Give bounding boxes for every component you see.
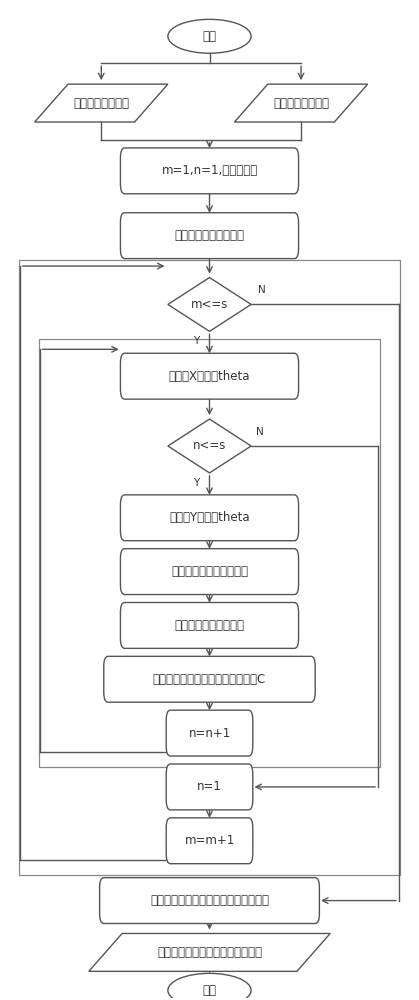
- Polygon shape: [168, 419, 251, 473]
- Text: Y: Y: [193, 478, 199, 488]
- Text: 结束: 结束: [202, 984, 217, 997]
- FancyBboxPatch shape: [166, 710, 253, 756]
- Text: 计算最大相似性测度值对应的相机姿态: 计算最大相似性测度值对应的相机姿态: [150, 894, 269, 907]
- Polygon shape: [35, 84, 168, 122]
- Text: n<=s: n<=s: [193, 439, 226, 452]
- FancyBboxPatch shape: [120, 213, 299, 259]
- Text: 牙齿三角网格模型: 牙齿三角网格模型: [73, 97, 129, 110]
- Text: 单张口内彩色照片: 单张口内彩色照片: [273, 97, 329, 110]
- Ellipse shape: [168, 19, 251, 53]
- Ellipse shape: [168, 973, 251, 1000]
- Text: Y: Y: [193, 336, 199, 346]
- Text: 查找口内照上的特征点: 查找口内照上的特征点: [174, 229, 245, 242]
- Polygon shape: [235, 84, 367, 122]
- FancyBboxPatch shape: [166, 764, 253, 810]
- Text: m=1,n=1,标记牙齿对: m=1,n=1,标记牙齿对: [161, 164, 258, 177]
- FancyBboxPatch shape: [120, 549, 299, 595]
- Text: 输出最优相机姿态和仿射变换矩阵: 输出最优相机姿态和仿射变换矩阵: [157, 946, 262, 959]
- FancyBboxPatch shape: [120, 495, 299, 541]
- Text: n=n+1: n=n+1: [189, 727, 230, 740]
- Text: 查找投影图像上的特征点: 查找投影图像上的特征点: [171, 565, 248, 578]
- Text: 根据轮廓计算两图像的相似性测度C: 根据轮廓计算两图像的相似性测度C: [153, 673, 266, 686]
- FancyBboxPatch shape: [166, 818, 253, 864]
- Text: 口内照与投影图像对齐: 口内照与投影图像对齐: [174, 619, 245, 632]
- FancyBboxPatch shape: [120, 603, 299, 648]
- Text: 开始: 开始: [202, 30, 217, 43]
- Text: 相机绕Y轴旋转theta: 相机绕Y轴旋转theta: [169, 511, 250, 524]
- FancyBboxPatch shape: [104, 656, 315, 702]
- Text: m=m+1: m=m+1: [184, 834, 235, 847]
- FancyBboxPatch shape: [120, 353, 299, 399]
- Text: N: N: [256, 427, 264, 437]
- Text: 相机绕X轴旋转theta: 相机绕X轴旋转theta: [169, 370, 250, 383]
- FancyBboxPatch shape: [120, 148, 299, 194]
- Text: N: N: [258, 285, 265, 295]
- FancyBboxPatch shape: [100, 878, 319, 924]
- Text: m<=s: m<=s: [191, 298, 228, 311]
- Polygon shape: [89, 933, 330, 971]
- Polygon shape: [168, 278, 251, 331]
- Text: n=1: n=1: [197, 780, 222, 793]
